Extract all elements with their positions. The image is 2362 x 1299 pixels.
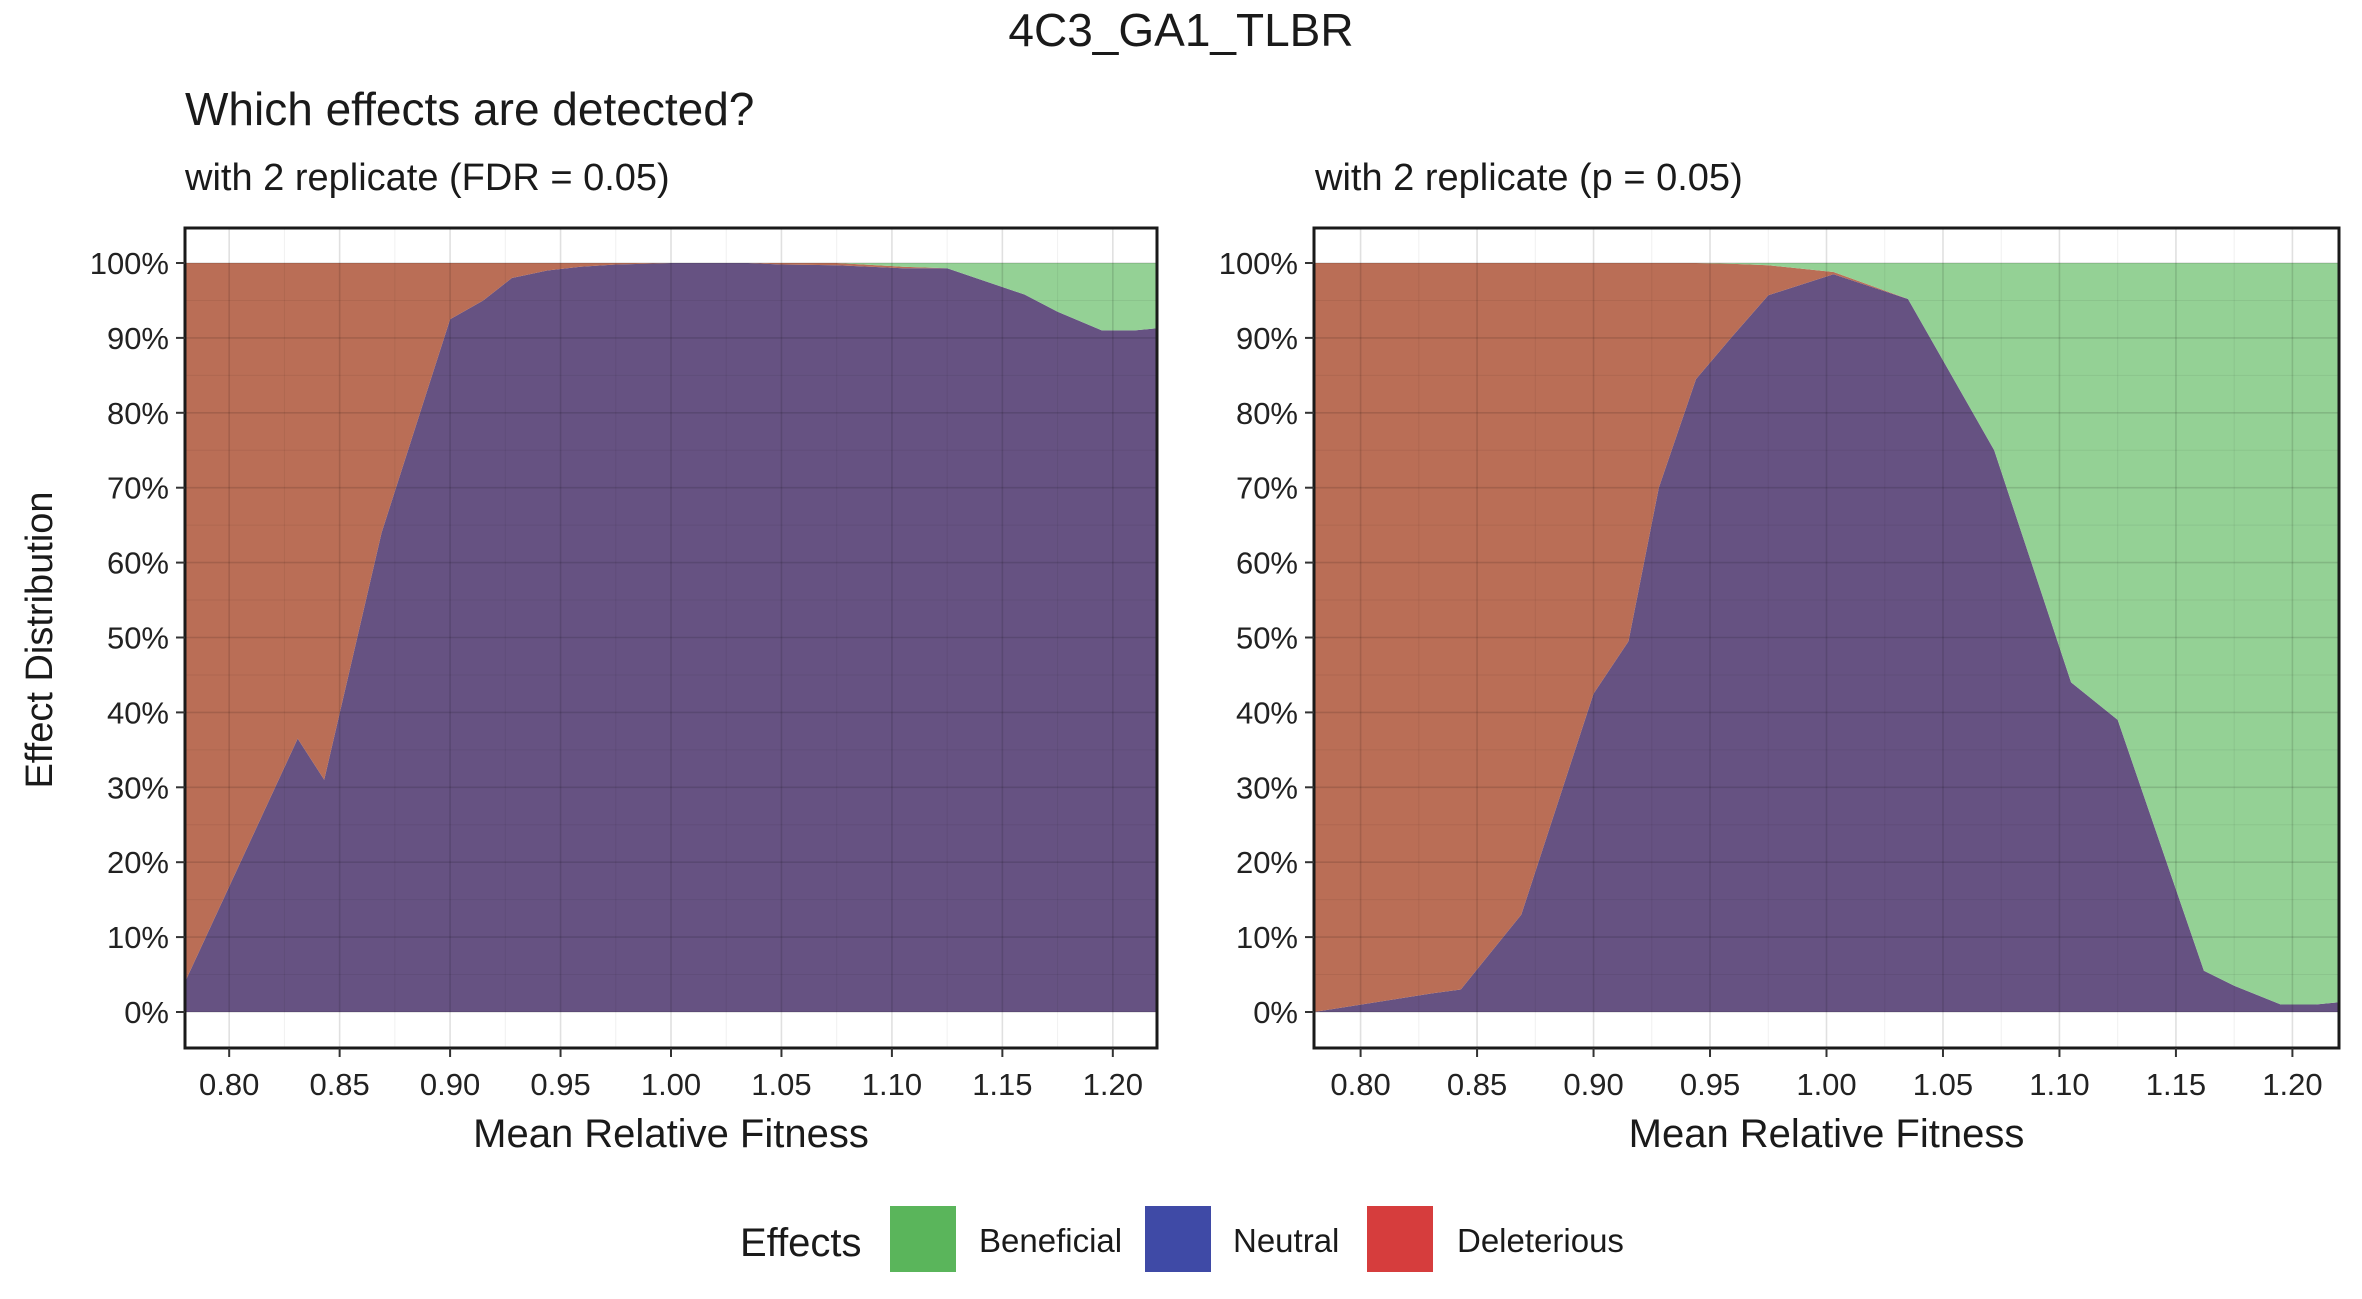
left-y-tick-label: 90% [107,321,169,356]
legend: Effects Beneficial Neutral Deleterious [740,1206,1624,1272]
left-x-tick-label: 1.00 [641,1067,701,1102]
left-x-tick-label: 1.20 [1083,1067,1143,1102]
left-y-tick-label: 10% [107,920,169,955]
right-y-tick-label: 0% [1253,995,1298,1030]
left-y-tick-label: 70% [107,471,169,506]
left-panel: 0% 10% 20% 30% 40% 50% 60% 70% 80% 90% 100% 0.80 0.8… [90,226,1159,1156]
legend-key-deleterious [1367,1206,1433,1272]
right-x-tick-label: 0.95 [1680,1067,1740,1102]
left-y-tick-label: 80% [107,396,169,431]
right-panel-subtitle: with 2 replicate (p = 0.05) [1314,157,1743,199]
right-panel: 0% 10% 20% 30% 40% 50% 60% 70% 80% 90% 100% 0.80 0.8… [1219,226,2341,1156]
left-area-beneficial [185,263,1157,331]
legend-title: Effects [740,1221,862,1265]
left-y-tick-label: 50% [107,621,169,656]
right-x-tick-label: 1.05 [1913,1067,1973,1102]
figure-title: 4C3_GA1_TLBR [1008,4,1353,56]
left-area-deleterious [185,263,1157,982]
right-x-tick-label: 1.20 [2262,1067,2322,1102]
left-y-tick-label: 30% [107,770,169,805]
right-y-tick-label: 50% [1236,621,1298,656]
right-y-tick-label: 70% [1236,471,1298,506]
legend-key-neutral [1145,1206,1211,1272]
right-x-tick-label: 1.10 [2029,1067,2089,1102]
left-y-tick-label: 60% [107,546,169,581]
y-axis-label: Effect Distribution [19,491,61,788]
left-x-tick-label: 0.85 [309,1067,369,1102]
figure-heading: Which effects are detected? [185,83,754,135]
right-x-tick-label: 0.80 [1330,1067,1390,1102]
right-y-tick-label: 20% [1236,845,1298,880]
right-x-tick-label: 0.85 [1447,1067,1507,1102]
right-y-tick-label: 30% [1236,770,1298,805]
left-x-tick-label: 0.95 [530,1067,590,1102]
legend-label-deleterious: Deleterious [1457,1222,1624,1259]
right-area-beneficial [1314,263,2339,1005]
left-y-tick-label: 40% [107,695,169,730]
legend-label-beneficial: Beneficial [979,1222,1122,1259]
left-x-tick-label: 1.05 [751,1067,811,1102]
right-y-tick-label: 60% [1236,546,1298,581]
legend-key-beneficial [890,1206,956,1272]
right-area-deleterious [1314,263,2339,1012]
left-y-tick-label: 20% [107,845,169,880]
left-area-neutral [185,263,1157,1012]
left-y-tick-label: 0% [124,995,169,1030]
left-x-axis-label: Mean Relative Fitness [473,1112,869,1156]
right-y-tick-label: 90% [1236,321,1298,356]
left-panel-subtitle: with 2 replicate (FDR = 0.05) [184,157,670,199]
right-x-tick-label: 1.15 [2146,1067,2206,1102]
right-y-tick-label: 10% [1236,920,1298,955]
right-y-tick-label: 40% [1236,695,1298,730]
legend-label-neutral: Neutral [1233,1222,1339,1259]
left-x-tick-label: 1.15 [972,1067,1032,1102]
left-x-tick-label: 0.90 [420,1067,480,1102]
right-x-tick-label: 0.90 [1563,1067,1623,1102]
right-area-neutral [1314,274,2339,1012]
left-x-tick-label: 0.80 [199,1067,259,1102]
right-y-tick-label: 80% [1236,396,1298,431]
left-y-tick-label: 100% [90,246,169,281]
right-x-tick-label: 1.00 [1796,1067,1856,1102]
left-x-tick-label: 1.10 [862,1067,922,1102]
right-x-axis-label: Mean Relative Fitness [1629,1112,2025,1156]
right-y-tick-label: 100% [1219,246,1298,281]
